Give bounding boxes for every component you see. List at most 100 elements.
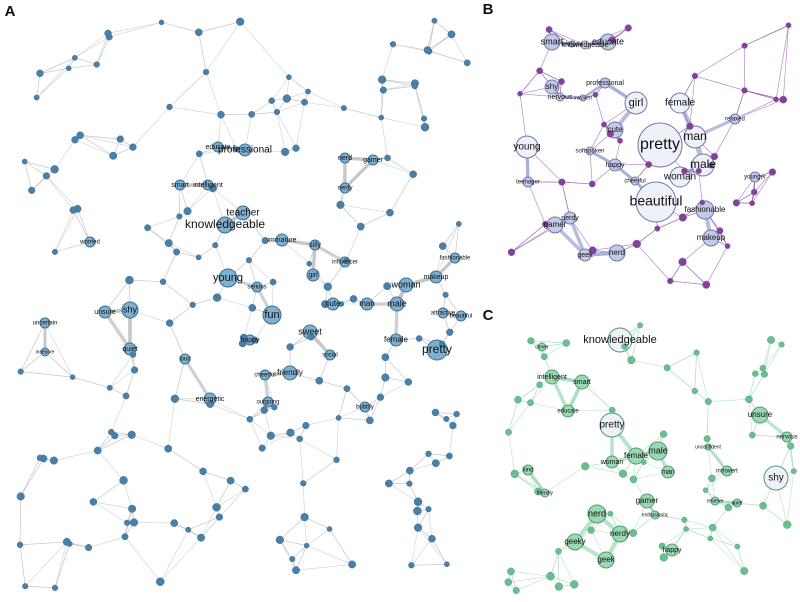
edge — [93, 480, 123, 501]
edge — [695, 76, 745, 90]
node — [563, 340, 570, 347]
node — [324, 283, 332, 291]
node-label: unsure — [748, 410, 773, 419]
node — [105, 30, 112, 37]
node-label: nervous — [548, 94, 573, 101]
node — [34, 95, 39, 100]
node — [307, 261, 312, 266]
edge — [21, 459, 44, 497]
edge — [707, 402, 708, 439]
edge — [110, 370, 135, 388]
edge — [109, 22, 161, 37]
node — [767, 336, 774, 343]
node-label: geek — [577, 252, 593, 259]
edge — [558, 551, 574, 584]
edge — [203, 471, 217, 507]
node — [22, 159, 27, 164]
node — [344, 385, 350, 391]
node — [751, 189, 757, 195]
edge — [249, 260, 273, 282]
node — [664, 365, 670, 371]
edge — [170, 107, 221, 115]
edge — [20, 545, 25, 586]
node-label: outgoing — [256, 400, 279, 406]
node — [528, 338, 535, 345]
node-label: friendly — [537, 490, 554, 496]
node — [454, 411, 460, 417]
node-label: gamer — [363, 157, 384, 164]
node — [247, 416, 253, 422]
node — [752, 371, 758, 377]
edge — [289, 77, 308, 91]
node — [682, 517, 687, 522]
node — [18, 369, 24, 375]
node — [213, 242, 219, 248]
node — [336, 415, 341, 420]
panel-label: B — [483, 1, 494, 18]
node-label: serious — [247, 285, 266, 291]
node-label: shy — [123, 304, 138, 314]
node — [628, 356, 635, 363]
node-label: insecure — [36, 349, 55, 355]
node-label: reserve — [707, 498, 724, 504]
node-label: beautiful — [450, 314, 473, 320]
node — [546, 572, 554, 580]
node-label: quiet — [732, 500, 743, 506]
node — [380, 87, 387, 94]
node — [761, 371, 767, 377]
node-label: loud — [179, 357, 190, 363]
node — [464, 60, 470, 66]
node — [123, 393, 129, 399]
node — [660, 431, 667, 438]
node — [50, 457, 57, 464]
edge — [393, 44, 429, 51]
edge — [217, 481, 231, 508]
node-label: girl — [629, 97, 644, 109]
node-label: woman — [663, 172, 696, 183]
node — [379, 115, 384, 120]
node — [213, 294, 221, 302]
node — [787, 443, 794, 450]
edge — [170, 323, 185, 359]
edge — [662, 529, 686, 546]
node — [637, 323, 642, 328]
edge — [515, 474, 538, 492]
node — [786, 23, 791, 28]
edge — [108, 22, 162, 33]
edge — [277, 112, 285, 152]
edge — [75, 58, 97, 65]
edge — [163, 252, 177, 282]
edge — [300, 439, 337, 460]
edge — [511, 224, 545, 252]
edge — [449, 426, 452, 456]
node — [184, 207, 192, 215]
node — [703, 488, 708, 493]
edge — [346, 227, 360, 261]
edge — [749, 374, 764, 399]
edge — [339, 418, 370, 421]
node — [629, 529, 636, 536]
edge — [429, 509, 432, 539]
edge — [670, 281, 706, 285]
edge — [695, 46, 745, 76]
node — [274, 109, 280, 115]
node — [546, 26, 552, 32]
node-label: nerdy — [337, 186, 352, 192]
node-label: clever — [535, 344, 549, 350]
node-label: kind — [522, 468, 533, 474]
node — [213, 503, 221, 511]
node — [791, 468, 796, 473]
edge — [684, 520, 712, 528]
node — [508, 249, 515, 256]
node — [51, 165, 59, 173]
node-label: immature — [267, 237, 296, 244]
node — [130, 519, 138, 527]
edge — [126, 370, 134, 396]
edge — [344, 108, 381, 117]
node — [708, 536, 713, 541]
node — [558, 78, 564, 84]
node — [527, 400, 533, 406]
edge — [169, 216, 180, 243]
edge — [667, 353, 697, 368]
node — [303, 422, 310, 429]
